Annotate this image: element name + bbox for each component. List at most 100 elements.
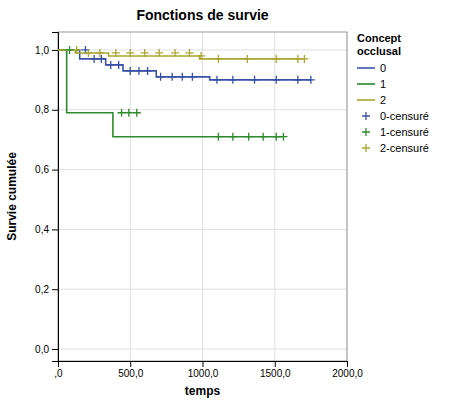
- legend-label: 2-censuré: [380, 142, 429, 154]
- censor-mark: [125, 109, 133, 117]
- censor-mark: [178, 73, 186, 81]
- x-tick: 2000,0: [332, 361, 363, 379]
- censor-mark: [141, 49, 149, 57]
- y-tick: 0,4: [35, 224, 58, 235]
- y-tick: 0,2: [35, 284, 58, 295]
- censor-mark: [300, 55, 308, 63]
- censor-mark: [126, 67, 134, 75]
- censor-mark: [144, 67, 152, 75]
- y-axis-title: Survie cumulée: [5, 152, 19, 241]
- legend-item: 0: [357, 62, 386, 74]
- censor-mark: [168, 73, 176, 81]
- censor-mark: [259, 133, 267, 141]
- x-tick: ,0: [54, 361, 63, 379]
- censor-mark: [214, 133, 222, 141]
- y-grid-line: [58, 289, 347, 290]
- censor-mark: [185, 49, 193, 57]
- x-tick-label: 2000,0: [332, 368, 363, 379]
- censor-mark: [133, 109, 141, 117]
- censor-mark: [115, 61, 123, 69]
- x-tick-mark: [203, 361, 204, 367]
- y-grid-line: [58, 49, 347, 50]
- y-tick: 1,0: [35, 45, 58, 56]
- censor-mark: [294, 76, 302, 84]
- y-tick-label: 0,4: [35, 224, 49, 235]
- censor-mark: [97, 55, 105, 63]
- censor-mark: [245, 133, 253, 141]
- censor-mark: [84, 49, 92, 57]
- x-tick: 500,0: [118, 361, 143, 379]
- x-tick-label: 1000,0: [188, 368, 219, 379]
- censor-mark: [214, 55, 222, 63]
- censor-mark: [155, 49, 163, 57]
- censor-mark: [229, 76, 237, 84]
- y-tick-label: 0,2: [35, 284, 49, 295]
- y-axis-line: [52, 33, 59, 362]
- y-tick-mark: [52, 170, 58, 171]
- legend-symbol: [362, 128, 370, 136]
- legend-item: 0-censuré: [362, 110, 429, 122]
- legend-item: 2: [357, 94, 386, 106]
- x-axis: ,0 500,0 1000,0 1500,0 2000,0: [54, 361, 363, 379]
- y-tick-mark: [52, 349, 58, 350]
- x-tick-mark: [130, 361, 131, 367]
- x-tick: 1500,0: [260, 361, 291, 379]
- legend-label: 0-censuré: [380, 110, 429, 122]
- y-tick-label: 0,0: [35, 344, 49, 355]
- censor-mark: [272, 55, 280, 63]
- y-tick: 0,0: [35, 344, 58, 355]
- y-tick-label: 0,8: [35, 104, 49, 115]
- legend-swatch: [357, 67, 375, 69]
- chart: ,0 500,0 1000,0 1500,0 2000,0 0,0 0,2 0,4 0,6 0,8…: [0, 0, 455, 405]
- legend-title-line: occlusal: [357, 45, 401, 57]
- y-grid-line: [58, 109, 347, 110]
- x-tick-mark: [275, 361, 276, 367]
- x-tick-label: ,0: [54, 368, 63, 379]
- chart-title: Fonctions de survie: [136, 7, 268, 23]
- censor-mark: [112, 49, 120, 57]
- legend-label: 2: [380, 94, 386, 106]
- censor-mark: [272, 76, 280, 84]
- x-axis-title: temps: [185, 384, 221, 398]
- x-grid-line: [130, 32, 131, 361]
- censor-mark: [213, 76, 221, 84]
- y-tick-label: 1,0: [35, 45, 49, 56]
- legend-label: 1: [380, 78, 386, 90]
- y-grid-line: [58, 349, 347, 350]
- y-tick: 0,6: [35, 164, 58, 175]
- censor-mark: [90, 55, 98, 63]
- censor-mark: [171, 49, 179, 57]
- y-tick-mark: [52, 229, 58, 230]
- censor-mark: [96, 49, 104, 57]
- x-tick: 1000,0: [188, 361, 219, 379]
- x-axis-line: [59, 362, 348, 368]
- legend: Conceptocclusal 0 1 2 0-censuré 1-censuré 2-ce…: [357, 32, 429, 154]
- y-tick-mark: [52, 50, 58, 51]
- censor-mark: [135, 67, 143, 75]
- survival-curve: [58, 50, 311, 80]
- censor-mark: [118, 109, 126, 117]
- censor-mark: [66, 46, 74, 54]
- survival-curve: [58, 50, 304, 59]
- legend-title-line: Concept: [357, 32, 401, 44]
- marks: [58, 46, 315, 141]
- x-grid-line: [274, 32, 275, 361]
- plot: ,0 500,0 1000,0 1500,0 2000,0 0,0 0,2 0,4 0,6 0,8…: [35, 32, 363, 379]
- y-tick-mark: [52, 289, 58, 290]
- legend-item: 1-censuré: [362, 126, 429, 138]
- censor-mark: [272, 133, 280, 141]
- censor-mark: [107, 61, 115, 69]
- y-grid-line: [58, 229, 347, 230]
- y-axis: 0,0 0,2 0,4 0,6 0,8 1,0: [35, 33, 58, 362]
- legend-title: Conceptocclusal: [357, 32, 401, 57]
- grid: [58, 32, 347, 361]
- censor-mark: [229, 133, 237, 141]
- plot-frame: [58, 32, 347, 361]
- legend-label: 0: [380, 62, 386, 74]
- legend-item: 2-censuré: [362, 142, 429, 154]
- censor-mark: [197, 52, 205, 60]
- x-tick-mark: [347, 361, 348, 367]
- legend-item: 1: [357, 78, 386, 90]
- legend-swatch: [357, 99, 375, 101]
- x-tick-label: 500,0: [118, 368, 143, 379]
